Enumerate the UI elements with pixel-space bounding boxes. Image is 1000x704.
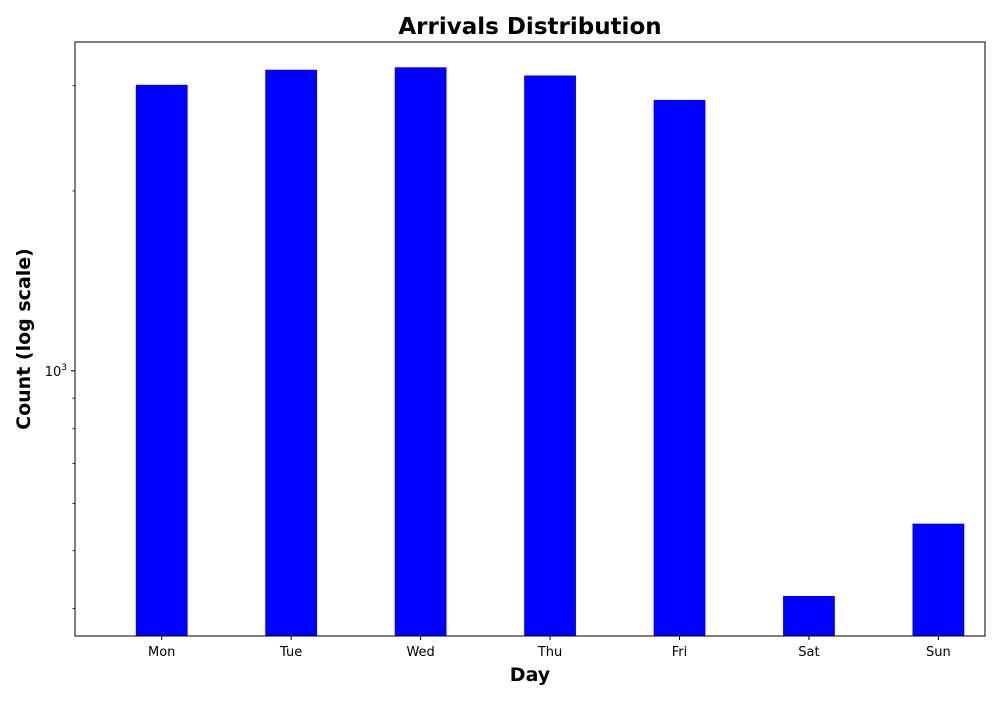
x-axis-label: Day [510, 664, 551, 686]
x-tick-label-sat: Sat [798, 645, 819, 660]
y-axis-ticks: 103 [45, 85, 75, 610]
bar-thu [524, 75, 576, 636]
plot-frame [74, 41, 986, 637]
x-tick-label-wed: Wed [406, 645, 434, 660]
x-tick-label-thu: Thu [537, 645, 562, 660]
x-tick-label-fri: Fri [672, 645, 688, 660]
x-tick-label-sun: Sun [926, 645, 951, 660]
x-axis-ticks: Mon Tue Wed Thu Fri Sat Sun [148, 636, 951, 660]
bar-tue [265, 69, 318, 636]
bar-fri [653, 99, 706, 637]
bars-layer [135, 67, 965, 637]
bar-wed [394, 67, 447, 636]
y-axis-label: Count (log scale) [13, 248, 35, 430]
x-tick-label-mon: Mon [148, 645, 175, 660]
bar-sat [783, 595, 835, 636]
x-tick-label-tue: Tue [279, 645, 302, 660]
bar-mon [135, 84, 188, 636]
y-tick-label: 103 [45, 363, 67, 380]
chart-title: Arrivals Distribution [398, 14, 661, 40]
bar-sun [912, 523, 965, 636]
